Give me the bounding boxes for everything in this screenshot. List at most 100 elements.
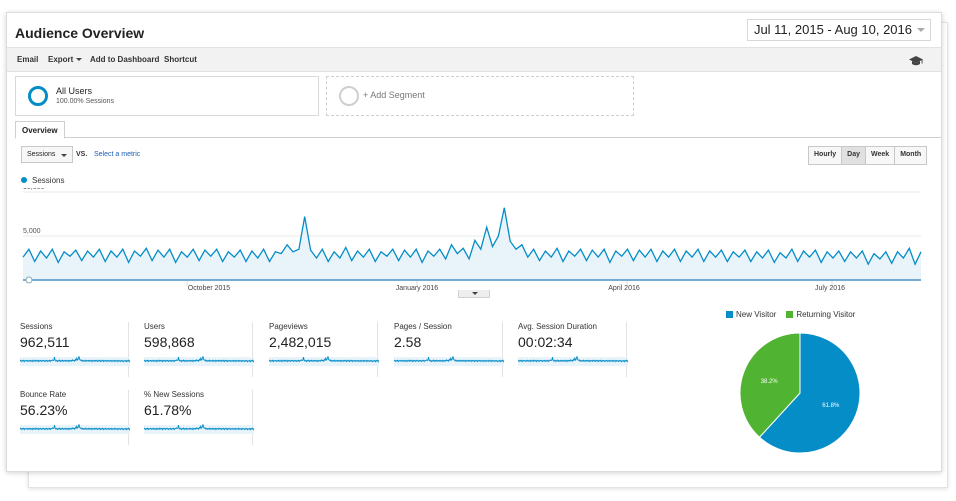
sessions-line-chart: 10,000 5,000 October 2015 January 2016 April… bbox=[22, 188, 922, 292]
stat-card[interactable]: Avg. Session Duration 00:02:34 bbox=[510, 322, 628, 377]
chevron-down-icon bbox=[61, 154, 67, 157]
tab-bar: Overview bbox=[15, 121, 941, 139]
sessions-line bbox=[22, 207, 922, 266]
stat-value: 61.78% bbox=[144, 402, 192, 418]
stat-value: 598,868 bbox=[144, 334, 195, 350]
stat-sparkline bbox=[518, 356, 628, 366]
y-tick-label: 5,000 bbox=[23, 228, 41, 235]
segment-sessions-share: 100.00% Sessions bbox=[56, 98, 114, 105]
pie-legend: New Visitor Returning Visitor bbox=[726, 310, 855, 319]
vs-label: VS. bbox=[76, 151, 88, 158]
sparkline-line bbox=[144, 356, 254, 363]
segment-name: All Users bbox=[56, 86, 93, 96]
x-tick-label: July 2016 bbox=[815, 285, 845, 292]
sparkline-fill bbox=[144, 425, 254, 434]
metric-select[interactable]: Sessions bbox=[21, 146, 73, 163]
stat-sparkline bbox=[20, 356, 130, 366]
stat-sparkline bbox=[269, 356, 379, 366]
segment-all-users[interactable]: All Users 100.00% Sessions bbox=[15, 76, 319, 116]
segment-ring-icon bbox=[28, 86, 48, 106]
pie-slice-label: 61.8% bbox=[822, 403, 840, 409]
series-color-dot bbox=[21, 177, 27, 183]
email-button[interactable]: Email bbox=[17, 55, 39, 64]
chevron-down-icon bbox=[917, 28, 925, 32]
stat-label: Pageviews bbox=[269, 322, 308, 331]
pie-legend-returning-visitor: Returning Visitor bbox=[786, 310, 855, 319]
export-label: Export bbox=[48, 55, 74, 64]
stat-card[interactable]: % New Sessions 61.78% bbox=[136, 390, 254, 445]
pie-legend-label: Returning Visitor bbox=[796, 310, 856, 319]
pie-slice[interactable] bbox=[758, 332, 861, 454]
range-handle[interactable] bbox=[25, 276, 33, 284]
stat-card[interactable]: Bounce Rate 56.23% bbox=[12, 390, 130, 445]
x-tick-label: April 2016 bbox=[608, 285, 640, 292]
sparkline-fill bbox=[144, 357, 254, 366]
sparkline-fill bbox=[20, 425, 130, 434]
sparkline-line bbox=[20, 356, 130, 363]
sparkline-line bbox=[20, 424, 130, 431]
sparkline-fill bbox=[20, 357, 130, 366]
shortcut-button[interactable]: Shortcut bbox=[164, 55, 197, 64]
graduation-cap-icon[interactable] bbox=[909, 54, 923, 72]
granularity-day-button[interactable]: Day bbox=[842, 147, 867, 164]
stat-value: 962,511 bbox=[20, 334, 70, 350]
stat-label: % New Sessions bbox=[144, 390, 205, 399]
pie-slice-label: 38.2% bbox=[761, 379, 779, 385]
sparkline-fill bbox=[394, 357, 504, 366]
empty-segment-ring-icon bbox=[339, 86, 359, 106]
series-name: Sessions bbox=[32, 176, 65, 185]
stat-label: Bounce Rate bbox=[20, 390, 67, 399]
visitor-type-pie-chart: 61.8% 38.2% bbox=[739, 332, 861, 454]
new-visitor-swatch bbox=[726, 311, 733, 318]
chart-collapse-handle[interactable] bbox=[458, 290, 490, 298]
sparkline-fill bbox=[518, 357, 628, 366]
stat-label: Avg. Session Duration bbox=[518, 322, 598, 331]
x-tick-label: October 2015 bbox=[188, 285, 231, 292]
sparkline-line bbox=[144, 424, 254, 431]
stat-value: 2.58 bbox=[394, 334, 422, 350]
granularity-hourly-button[interactable]: Hourly bbox=[809, 147, 843, 164]
stat-card[interactable]: Pages / Session 2.58 bbox=[386, 322, 504, 377]
pie-slice[interactable] bbox=[739, 332, 801, 438]
y-tick-label: 10,000 bbox=[23, 188, 45, 191]
pie-legend-new-visitor: New Visitor bbox=[726, 310, 776, 319]
granularity-week-button[interactable]: Week bbox=[866, 147, 896, 164]
stat-label: Sessions bbox=[20, 322, 53, 331]
sparkline-fill bbox=[269, 357, 379, 366]
add-segment-label: + Add Segment bbox=[363, 90, 425, 100]
stat-sparkline bbox=[144, 424, 254, 434]
stat-sparkline bbox=[144, 356, 254, 366]
granularity-toggle: Hourly Day Week Month bbox=[808, 146, 928, 165]
stat-value: 56.23% bbox=[20, 402, 68, 418]
sparkline-line bbox=[269, 356, 379, 363]
stat-label: Users bbox=[144, 322, 165, 331]
add-to-dashboard-button[interactable]: Add to Dashboard bbox=[90, 55, 160, 64]
x-tick-label: January 2016 bbox=[396, 285, 439, 292]
stat-value: 00:02:34 bbox=[518, 334, 573, 350]
export-button[interactable]: Export bbox=[48, 55, 83, 64]
tab-overview[interactable]: Overview bbox=[15, 121, 65, 139]
stat-card[interactable]: Pageviews 2,482,015 bbox=[261, 322, 379, 377]
stat-label: Pages / Session bbox=[394, 322, 452, 331]
page-title: Audience Overview bbox=[15, 25, 145, 41]
returning-visitor-swatch bbox=[786, 311, 794, 318]
stat-card[interactable]: Users 598,868 bbox=[136, 322, 254, 377]
stat-sparkline bbox=[20, 424, 130, 434]
stat-value: 2,482,015 bbox=[269, 334, 332, 350]
stat-sparkline bbox=[394, 356, 504, 366]
granularity-month-button[interactable]: Month bbox=[895, 147, 927, 164]
toolbar: Email Export Add to Dashboard Shortcut bbox=[7, 47, 941, 72]
chevron-down-icon bbox=[472, 292, 478, 295]
add-segment-button[interactable]: + Add Segment bbox=[326, 76, 634, 116]
date-range-text: Jul 11, 2015 - Aug 10, 2016 bbox=[753, 22, 912, 37]
sessions-area bbox=[23, 207, 921, 280]
chevron-down-icon bbox=[76, 58, 83, 61]
sparkline-line bbox=[394, 356, 504, 363]
sparkline-line bbox=[518, 356, 628, 363]
audience-overview-panel: Audience Overview Jul 11, 2015 - Aug 10,… bbox=[6, 12, 942, 472]
stat-card[interactable]: Sessions 962,511 bbox=[12, 322, 130, 377]
date-range-picker[interactable]: Jul 11, 2015 - Aug 10, 2016 bbox=[746, 19, 931, 41]
select-metric-link[interactable]: Select a metric bbox=[94, 151, 141, 158]
chart-legend: Sessions bbox=[21, 176, 64, 185]
pie-legend-label: New Visitor bbox=[736, 310, 777, 319]
